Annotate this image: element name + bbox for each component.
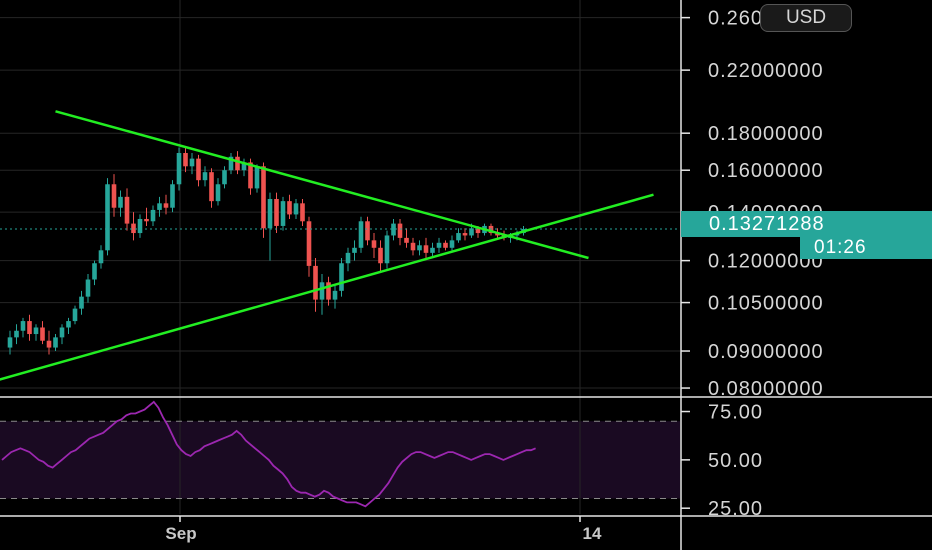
candle-body: [443, 242, 448, 248]
candle-body: [274, 198, 279, 226]
rsi-band-fill: [0, 421, 680, 499]
candle-body: [475, 228, 481, 234]
candle-body: [488, 225, 494, 234]
candle-body: [261, 166, 266, 229]
candle-body: [170, 184, 175, 208]
candle-body: [202, 172, 208, 181]
candle-body: [332, 290, 338, 300]
time-axis-label-sep: Sep: [165, 524, 196, 543]
candle-body: [339, 263, 344, 291]
candle-body: [98, 250, 104, 264]
candle-body: [365, 221, 370, 241]
rsi-axis-label: 25.00: [708, 498, 763, 520]
candle-body: [495, 233, 500, 236]
candle-body: [59, 327, 65, 338]
candle-body: [345, 252, 351, 264]
candle-body: [215, 184, 221, 202]
candle-body: [209, 172, 214, 202]
price-axis-label: 0.18000000: [708, 123, 824, 145]
candle-body: [157, 203, 162, 210]
candle-body: [40, 327, 45, 341]
candle-body: [183, 153, 188, 167]
candle-body: [85, 279, 91, 297]
candle-body: [79, 296, 84, 309]
price-axis-label: 0.09000000: [708, 341, 824, 363]
candle-body: [124, 196, 130, 224]
rsi-axis-label: 50.00: [708, 450, 763, 472]
candle-body: [131, 223, 136, 234]
candle-body: [319, 282, 325, 300]
candle-body: [105, 184, 110, 251]
candle-body: [391, 223, 396, 236]
candle-body: [111, 184, 117, 208]
candle-body: [33, 327, 39, 335]
last-price-label: 0.13271288: [681, 211, 932, 237]
candle-body: [358, 221, 364, 248]
candle-body: [430, 247, 435, 253]
candle-body: [241, 162, 247, 171]
candle-body: [300, 203, 305, 222]
candle-body: [436, 242, 442, 248]
candle-body: [189, 158, 195, 167]
candle-body: [14, 330, 19, 338]
bar-countdown-label: 01:26: [800, 236, 932, 259]
candle-body: [397, 223, 403, 238]
candle-body: [150, 209, 156, 222]
candle-body: [326, 282, 331, 300]
candle-body: [144, 218, 149, 222]
candle-body: [293, 203, 299, 215]
candle-body: [469, 228, 474, 236]
trendline[interactable]: [55, 110, 589, 260]
candle-body: [313, 265, 318, 300]
candle-body: [222, 170, 227, 185]
candle-body: [384, 235, 390, 264]
candle-body: [66, 321, 71, 328]
trendline[interactable]: [0, 193, 654, 381]
candle-body: [449, 240, 455, 248]
candle-body: [287, 201, 292, 215]
candle-body: [410, 242, 416, 251]
price-axis-label: 0.16000000: [708, 160, 824, 182]
candle-body: [417, 245, 422, 251]
candle-body: [456, 233, 461, 241]
candle-body: [92, 263, 97, 280]
price-axis-label: 0.22000000: [708, 60, 824, 82]
candle-body: [306, 221, 312, 266]
price-axis-label: 0.08000000: [708, 378, 824, 400]
candle-body: [254, 166, 260, 189]
candle-body: [267, 198, 273, 229]
candle-body: [462, 233, 468, 236]
candle-body: [7, 337, 13, 348]
candle-body: [378, 247, 383, 264]
currency-selector-button[interactable]: USD: [760, 4, 852, 32]
time-axis-label-14: 14: [583, 524, 602, 543]
candle-body: [248, 162, 253, 189]
candle-body: [371, 240, 377, 248]
candle-body: [27, 321, 32, 335]
candle-body: [280, 201, 286, 226]
rsi-axis-label: 75.00: [708, 402, 763, 424]
candle-body: [118, 196, 123, 208]
candle-body: [53, 337, 58, 348]
candle-body: [20, 321, 26, 331]
candle-body: [196, 158, 201, 181]
candle-body: [163, 203, 169, 208]
candle-body: [228, 156, 234, 171]
candle-body: [352, 247, 357, 253]
candle-body: [404, 237, 409, 243]
candle-body: [176, 153, 182, 185]
candle-body: [72, 308, 78, 322]
candle-body: [423, 245, 429, 253]
price-axis-label: 0.12000000: [708, 251, 824, 273]
candle-body: [137, 218, 143, 234]
price-axis-label: 0.10500000: [708, 293, 824, 315]
candle-body: [46, 340, 52, 348]
candle-body: [235, 156, 240, 171]
rsi-line: [1, 400, 536, 508]
